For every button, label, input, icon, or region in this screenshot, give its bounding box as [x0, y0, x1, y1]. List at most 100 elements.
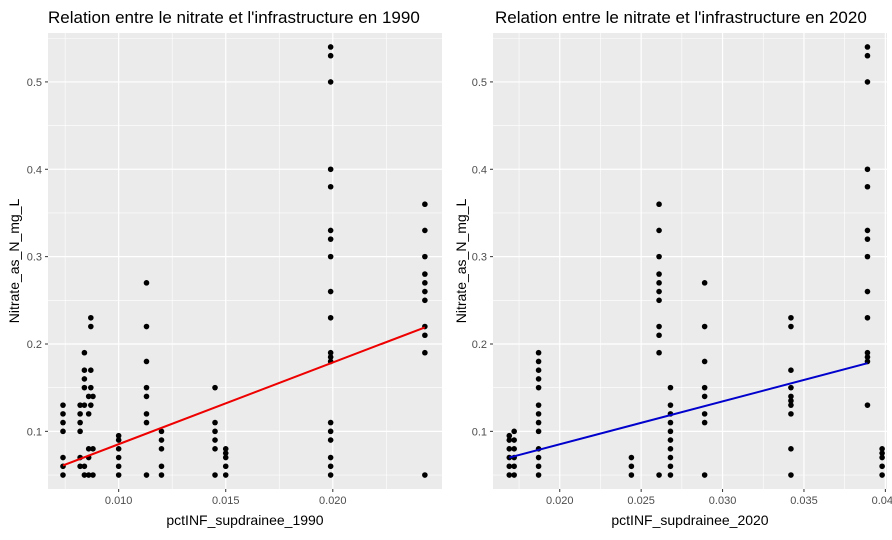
data-point [656, 288, 662, 295]
data-point [864, 402, 871, 408]
plot-background [493, 33, 887, 489]
data-point [88, 384, 94, 391]
data-point [327, 183, 334, 190]
data-point [422, 349, 428, 356]
data-point [212, 437, 218, 443]
data-point [327, 236, 334, 242]
y-tick-label: 0.3 [472, 252, 487, 264]
data-point [667, 454, 674, 461]
data-point [422, 332, 428, 339]
data-point [535, 411, 542, 417]
data-point [656, 332, 662, 339]
data-point [212, 446, 218, 452]
data-point [81, 376, 88, 382]
data-point [115, 437, 122, 443]
data-point [535, 454, 542, 461]
data-point [81, 402, 88, 408]
y-axis-title: Nitrate_as_N_mg_L [6, 199, 22, 324]
data-point [879, 446, 885, 452]
data-point [656, 323, 662, 330]
data-point [88, 367, 94, 373]
data-point [85, 472, 92, 478]
data-point [506, 437, 513, 443]
data-point [60, 419, 66, 426]
y-tick-label: 0.1 [472, 426, 487, 438]
data-point [656, 271, 662, 277]
x-axis-title: pctINF_supdrainee_2020 [611, 512, 768, 528]
data-point [879, 472, 885, 478]
data-point [422, 271, 428, 277]
data-point [60, 402, 66, 408]
data-point [788, 472, 794, 478]
data-point [667, 463, 674, 470]
data-point [667, 384, 674, 391]
data-point [535, 428, 542, 435]
data-point [90, 472, 96, 478]
data-point [701, 411, 708, 417]
data-point [667, 446, 674, 452]
data-point [656, 201, 662, 208]
data-point [667, 402, 674, 408]
data-point [864, 236, 871, 242]
data-point [212, 384, 218, 391]
data-point [327, 253, 334, 260]
data-point [77, 411, 83, 417]
data-point [327, 454, 334, 461]
y-tick-label: 0.1 [27, 426, 42, 438]
data-point [327, 472, 334, 478]
data-point [143, 280, 150, 286]
y-tick-label: 0.2 [472, 339, 487, 351]
data-point [701, 472, 708, 478]
data-point [879, 463, 885, 470]
data-point [327, 52, 334, 59]
data-point [535, 349, 542, 356]
data-point [158, 472, 165, 478]
data-point [60, 454, 66, 461]
data-point [143, 411, 150, 417]
data-point [506, 472, 513, 478]
tick-labels: 0.010 0.015 0.020 0.1 0.2 0.3 0.4 0.5 [27, 77, 347, 507]
data-point [864, 44, 871, 50]
x-tick-label: 0.030 [709, 495, 737, 507]
data-point [158, 463, 165, 470]
data-point [81, 463, 88, 470]
data-point [143, 384, 150, 391]
data-point [88, 402, 94, 408]
scatter-points [506, 44, 885, 478]
data-point [701, 280, 708, 286]
data-point [422, 253, 428, 260]
data-point [143, 419, 150, 426]
data-point [667, 419, 674, 426]
data-point [535, 463, 542, 470]
data-point [60, 472, 66, 478]
data-point [90, 393, 96, 400]
x-tick-label: 0.020 [319, 495, 347, 507]
data-point [535, 472, 542, 478]
data-point [667, 437, 674, 443]
y-tick-label: 0.5 [472, 77, 487, 89]
data-point [535, 384, 542, 391]
regression-line [62, 326, 426, 467]
x-tick-label: 0.020 [546, 495, 574, 507]
data-point [511, 428, 517, 435]
data-point [879, 454, 885, 461]
x-tick-label: 0.035 [790, 495, 818, 507]
data-point [327, 79, 334, 85]
data-point [222, 450, 229, 456]
data-point [422, 280, 428, 286]
data-point [327, 288, 334, 295]
data-point [511, 437, 517, 443]
data-point [535, 402, 542, 408]
data-point [628, 454, 635, 461]
data-point [422, 472, 428, 478]
data-point [535, 419, 542, 426]
data-point [628, 472, 635, 478]
data-point [90, 446, 96, 452]
data-point [422, 227, 428, 234]
data-point [212, 428, 218, 435]
data-point [788, 314, 794, 321]
tick-labels: 0.020 0.025 0.030 0.035 0.040 0.1 0.2 0.3 0.4 0.5 [472, 77, 892, 507]
data-point [212, 472, 218, 478]
data-point [81, 367, 88, 373]
